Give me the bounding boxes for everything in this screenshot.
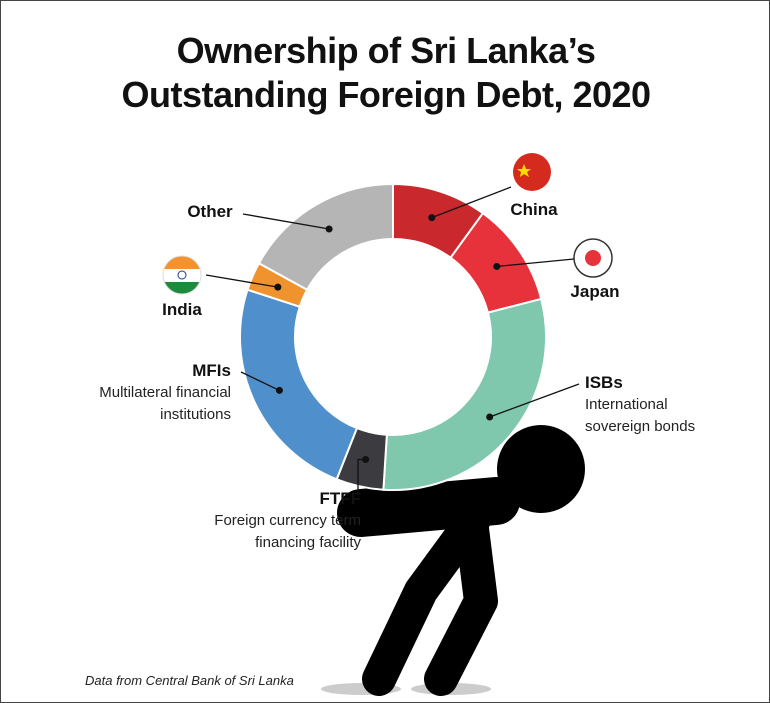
donut-segment xyxy=(257,182,394,292)
segment-label: Other xyxy=(181,201,239,223)
leader-line xyxy=(240,371,280,392)
leader-line xyxy=(242,213,330,230)
category-description: Foreign currency term financing facility xyxy=(214,512,361,551)
segment-label: China xyxy=(506,199,562,221)
leader-dot xyxy=(486,413,494,421)
leader-dot xyxy=(493,262,501,270)
category-name: Other xyxy=(187,202,233,221)
segment-label: ISBs International sovereign bonds xyxy=(585,372,715,438)
category-name: FTFF xyxy=(319,489,361,508)
japan-flag xyxy=(573,238,613,278)
source: Data from Central Bank of Sri Lanka xyxy=(85,673,294,688)
leader-dot xyxy=(325,225,333,233)
leader-dot xyxy=(362,455,370,463)
segment-label: India xyxy=(151,299,213,321)
india-flag xyxy=(162,255,202,295)
figure xyxy=(321,425,585,696)
donut-segment xyxy=(239,288,359,481)
donut-segment xyxy=(382,297,547,491)
category-name: Japan xyxy=(570,282,620,301)
segment-label: MFIs Multilateral financial institutions xyxy=(61,360,231,426)
leader-dot xyxy=(428,214,436,222)
leader-dot xyxy=(274,283,282,291)
category-name: China xyxy=(510,200,558,219)
category-description: Multilateral financial institutions xyxy=(99,384,231,423)
category-name: MFIs xyxy=(192,361,231,380)
category-description: International sovereign bonds xyxy=(585,396,696,435)
segment-label: FTFF Foreign currency term financing faci… xyxy=(151,488,361,554)
leader-dot xyxy=(275,386,283,394)
leader-line xyxy=(496,258,575,268)
china-flag xyxy=(513,153,551,191)
leader-line xyxy=(205,274,278,288)
leader-line xyxy=(489,383,580,418)
chart-title: Ownership of Sri Lanka’s Outstanding For… xyxy=(121,30,651,115)
category-name: India xyxy=(162,300,202,319)
leader-line xyxy=(431,186,512,219)
category-name: ISBs xyxy=(585,373,623,392)
segment-label: Japan xyxy=(567,281,623,303)
